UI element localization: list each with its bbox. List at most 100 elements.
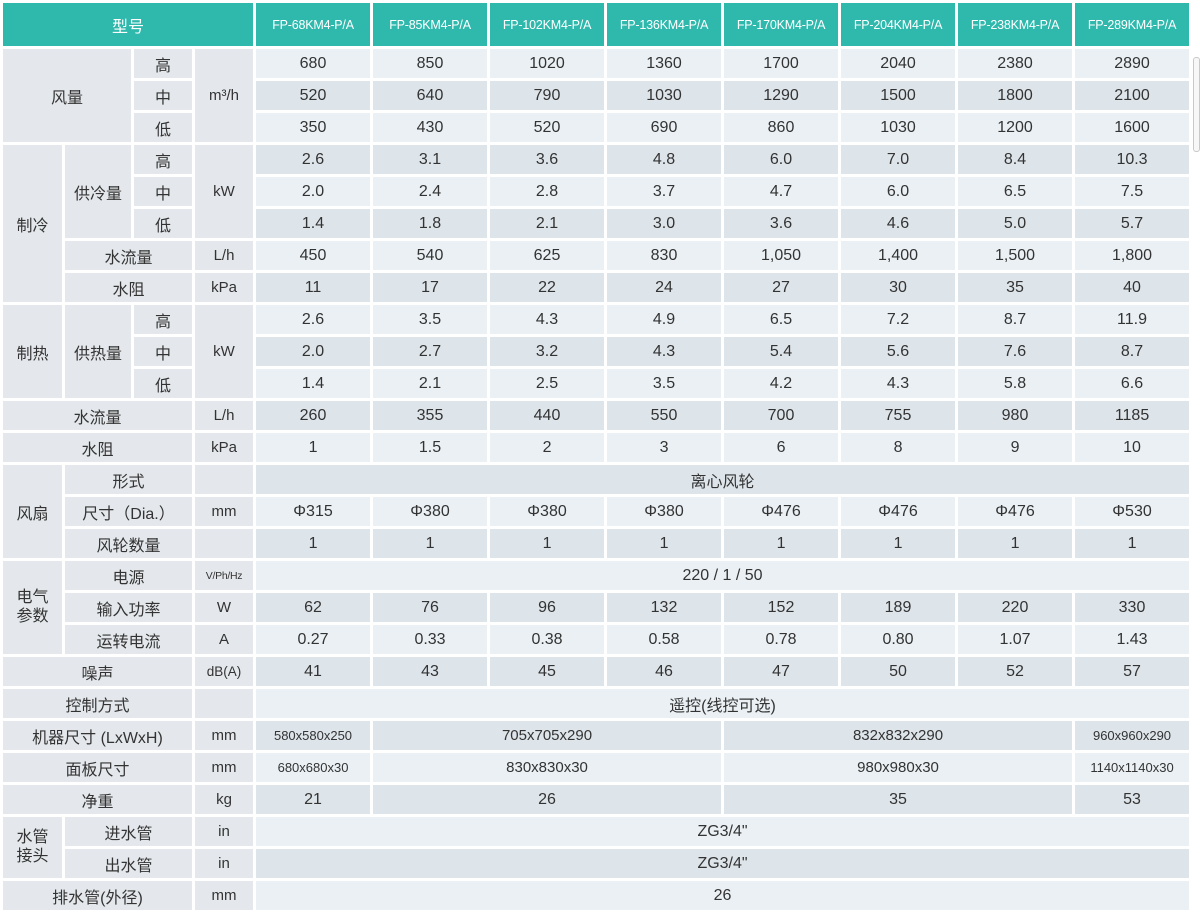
unit-label: in [195, 817, 254, 846]
value-cell: 7.5 [1075, 177, 1190, 206]
table-row: 水阻 kPa 1 1.5 2 3 6 8 9 10 [3, 433, 1190, 462]
value-cell: 1.07 [958, 625, 1073, 654]
unit-label: mm [195, 881, 254, 910]
value-cell: 1 [256, 529, 371, 558]
electrical-label-line: 电气 [16, 589, 49, 607]
table-row: 风扇 形式 离心风轮 [3, 465, 1190, 558]
value-cell: 440 [490, 401, 605, 430]
table-row: 净重 kg 21 26 35 53 [3, 785, 1190, 814]
value-cell: 980x980x30 [724, 753, 1073, 782]
table-row: 风轮数量 1 1 1 1 1 1 1 1 [3, 529, 1190, 558]
level-label: 中 [134, 81, 192, 110]
value-cell: 57 [1075, 657, 1190, 686]
unit-label: mm [195, 753, 254, 782]
unit-label: W [195, 593, 254, 622]
scrollbar-thumb[interactable] [1193, 57, 1200, 152]
value-cell: 2.0 [256, 177, 371, 206]
value-cell: 50 [841, 657, 956, 686]
value-cell: 52 [958, 657, 1073, 686]
value-cell: 4.2 [724, 369, 839, 398]
value-cell: 8 [841, 433, 956, 462]
value-cell: 350 [256, 113, 371, 142]
value-cell: 8.4 [958, 145, 1073, 174]
value-cell: 830 [607, 241, 722, 270]
value-cell: 580x580x250 [256, 721, 371, 750]
value-cell: 3.6 [490, 145, 605, 174]
value-cell: 2.5 [490, 369, 605, 398]
value-cell: 520 [256, 81, 371, 110]
value-cell: 830x830x30 [373, 753, 722, 782]
value-cell: 1,500 [958, 241, 1073, 270]
level-label: 高 [134, 145, 192, 174]
model-header: FP-238KM4-P/A [958, 3, 1073, 46]
table-row: 出水管 in ZG3/4" [3, 849, 1190, 878]
value-cell: 3 [607, 433, 722, 462]
level-label: 低 [134, 113, 192, 142]
value-cell: 2.1 [490, 209, 605, 238]
value-cell: 45 [490, 657, 605, 686]
table-row: 输入功率 W 62 76 96 132 152 189 220 330 [3, 593, 1190, 622]
value-cell: 0.38 [490, 625, 605, 654]
value-cell: 6.0 [724, 145, 839, 174]
value-cell: 132 [607, 593, 722, 622]
value-cell: 5.6 [841, 337, 956, 366]
value-cell: 5.7 [1075, 209, 1190, 238]
fan-type-value: 离心风轮 [256, 465, 1190, 494]
table-row: 中 2.0 2.7 3.2 4.3 5.4 5.6 7.6 8.7 [3, 337, 1190, 366]
outlet-value: ZG3/4" [256, 849, 1190, 878]
value-cell: 1 [958, 529, 1073, 558]
value-cell: 1.5 [373, 433, 488, 462]
unit-label: mm [195, 721, 254, 750]
value-cell: Φ315 [256, 497, 371, 526]
value-cell: 6.5 [724, 305, 839, 334]
unit-label [195, 689, 254, 718]
unit-label: kPa [195, 433, 254, 462]
unit-label: kg [195, 785, 254, 814]
table-row: 制冷 供冷量 高 kW 2.6 3.1 3.6 4.8 6.0 7.0 8.4 … [3, 145, 1190, 302]
power-supply-label: 电源 [65, 561, 192, 590]
value-cell: 3.7 [607, 177, 722, 206]
cooling-capacity-label: 供冷量 [65, 145, 131, 238]
model-header: FP-136KM4-P/A [607, 3, 722, 46]
unit-label [195, 465, 254, 494]
value-cell: 3.1 [373, 145, 488, 174]
value-cell: 832x832x290 [724, 721, 1073, 750]
value-cell: Φ530 [1075, 497, 1190, 526]
table-row: 水流量 L/h 450 540 625 830 1,050 1,400 1,50… [3, 241, 1190, 270]
value-cell: 8.7 [958, 305, 1073, 334]
pipes-label-line: 水管 [16, 829, 49, 847]
unit-label: L/h [195, 401, 254, 430]
value-cell: 76 [373, 593, 488, 622]
fan-size-label: 尺寸（Dia.） [65, 497, 192, 526]
value-cell: 6.0 [841, 177, 956, 206]
value-cell: 5.0 [958, 209, 1073, 238]
water-flow-label: 水流量 [65, 241, 192, 270]
value-cell: 7.6 [958, 337, 1073, 366]
water-resistance-label: 水阻 [3, 433, 192, 462]
value-cell: 53 [1075, 785, 1190, 814]
table-row: 低 350 430 520 690 860 1030 1200 1600 [3, 113, 1190, 142]
table-row: 机器尺寸 (LxWxH) mm 580x580x250 705x705x290 … [3, 721, 1190, 750]
value-cell: 1,050 [724, 241, 839, 270]
value-cell: 6 [724, 433, 839, 462]
cooling-label: 制冷 [3, 145, 62, 302]
value-cell: 5.8 [958, 369, 1073, 398]
model-header: FP-68KM4-P/A [256, 3, 371, 46]
value-cell: 1 [490, 529, 605, 558]
inlet-value: ZG3/4" [256, 817, 1190, 846]
value-cell: 700 [724, 401, 839, 430]
value-cell: 1 [1075, 529, 1190, 558]
value-cell: 35 [724, 785, 1073, 814]
value-cell: 430 [373, 113, 488, 142]
model-header-label: 型号 [3, 3, 254, 46]
level-label: 中 [134, 337, 192, 366]
value-cell: 1600 [1075, 113, 1190, 142]
value-cell: 0.33 [373, 625, 488, 654]
value-cell: 152 [724, 593, 839, 622]
value-cell: 3.6 [724, 209, 839, 238]
value-cell: 47 [724, 657, 839, 686]
water-resistance-label: 水阻 [65, 273, 192, 302]
value-cell: 4.6 [841, 209, 956, 238]
level-label: 中 [134, 177, 192, 206]
inlet-label: 进水管 [65, 817, 192, 846]
